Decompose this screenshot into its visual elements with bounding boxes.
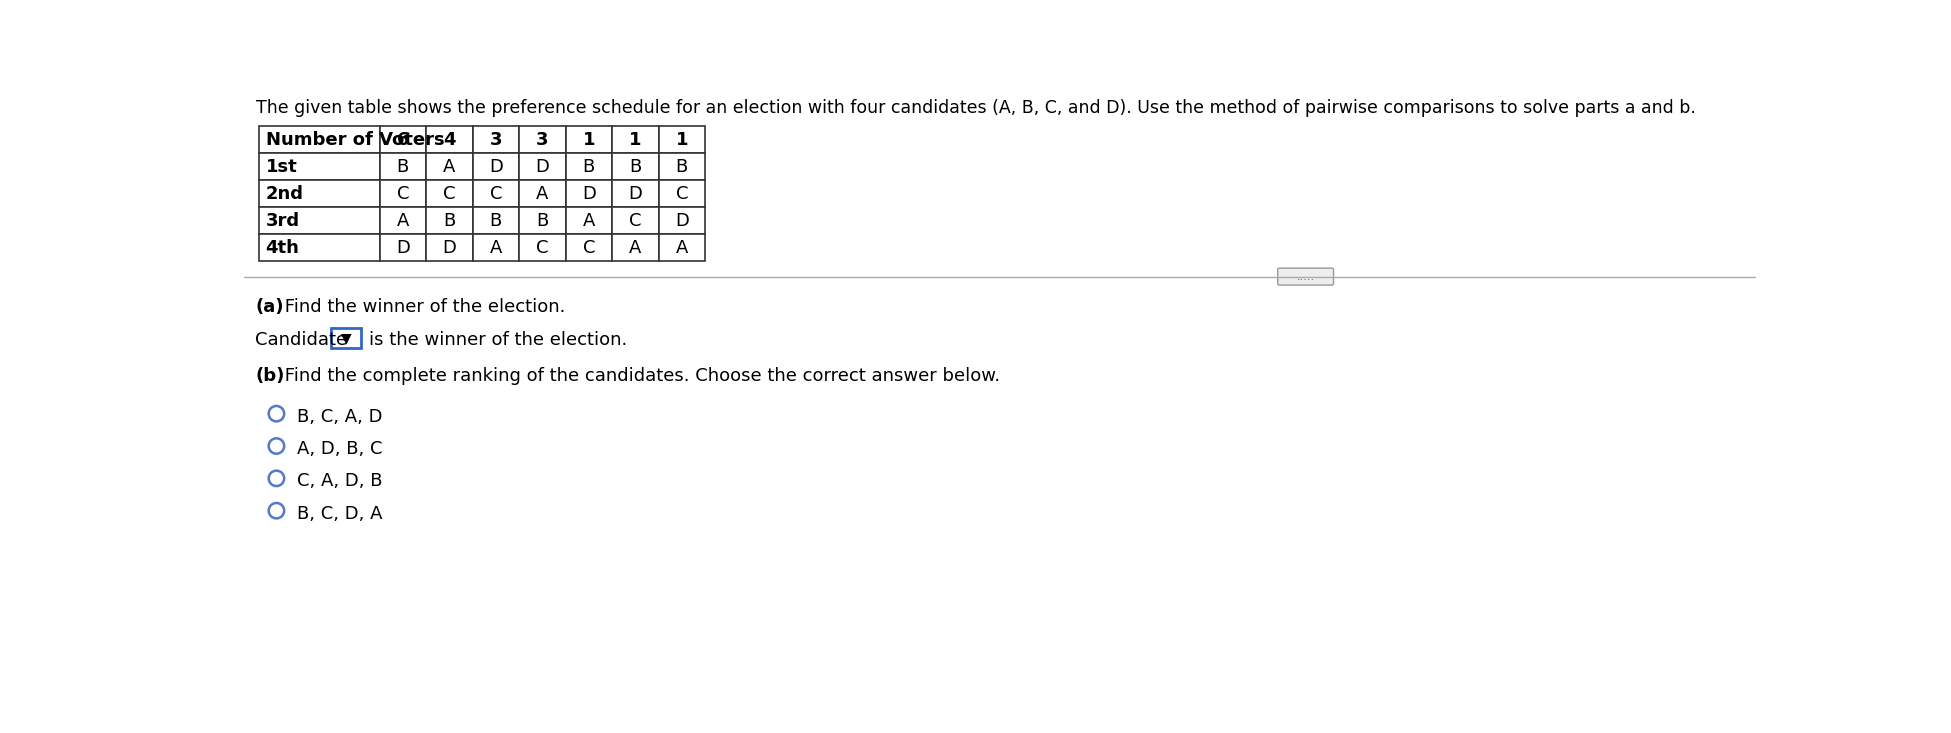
Bar (519, 235, 566, 261)
Text: B, C, D, A: B, C, D, A (297, 504, 382, 523)
Text: D: D (396, 239, 410, 257)
Bar (659, 235, 704, 261)
Bar (380, 153, 425, 180)
Text: 3: 3 (490, 131, 501, 149)
Bar (472, 180, 519, 207)
Text: 3rd: 3rd (265, 212, 300, 229)
Bar (613, 127, 659, 153)
Circle shape (269, 438, 285, 454)
Circle shape (269, 503, 285, 518)
Bar (519, 127, 566, 153)
Text: C: C (628, 212, 642, 229)
Text: B: B (490, 212, 501, 229)
Bar (519, 207, 566, 235)
Bar (659, 207, 704, 235)
Text: A, D, B, C: A, D, B, C (297, 440, 382, 458)
Bar (380, 235, 425, 261)
Text: 3: 3 (537, 131, 548, 149)
Bar (259, 127, 380, 153)
Bar (519, 180, 566, 207)
Text: C: C (675, 185, 689, 203)
Text: A: A (583, 212, 595, 229)
Text: B: B (443, 212, 455, 229)
Text: B: B (583, 158, 595, 176)
Bar (472, 235, 519, 261)
Text: .....: ..... (1297, 272, 1315, 281)
Text: B: B (628, 158, 642, 176)
Text: A: A (628, 239, 642, 257)
Bar (659, 127, 704, 153)
Bar (519, 153, 566, 180)
Circle shape (269, 406, 285, 421)
Bar (472, 153, 519, 180)
Circle shape (269, 471, 285, 486)
Text: 6: 6 (396, 131, 410, 149)
Text: A: A (675, 239, 689, 257)
Bar (659, 153, 704, 180)
Bar (659, 180, 704, 207)
Text: 1st: 1st (265, 158, 297, 176)
Text: A: A (490, 239, 501, 257)
FancyBboxPatch shape (1278, 268, 1334, 285)
Text: D: D (581, 185, 595, 203)
Text: is the winner of the election.: is the winner of the election. (369, 331, 626, 348)
Text: D: D (490, 158, 503, 176)
Text: D: D (675, 212, 689, 229)
Bar (380, 207, 425, 235)
Bar (425, 207, 472, 235)
Bar (472, 127, 519, 153)
Text: D: D (628, 185, 642, 203)
Text: 1: 1 (628, 131, 642, 149)
Text: ▼: ▼ (341, 331, 351, 345)
Text: Candidate: Candidate (256, 331, 347, 348)
Text: Number of Voters: Number of Voters (265, 131, 445, 149)
Bar (566, 235, 613, 261)
Text: C: C (443, 185, 455, 203)
Text: C: C (490, 185, 501, 203)
Text: C: C (583, 239, 595, 257)
Text: D: D (535, 158, 548, 176)
Text: B, C, A, D: B, C, A, D (297, 408, 382, 426)
Text: 4th: 4th (265, 239, 299, 257)
Bar (259, 180, 380, 207)
Bar (425, 153, 472, 180)
Bar (613, 207, 659, 235)
Text: B: B (396, 158, 410, 176)
Bar (613, 153, 659, 180)
Bar (566, 153, 613, 180)
Bar (566, 207, 613, 235)
Bar (380, 180, 425, 207)
Text: A: A (443, 158, 455, 176)
Bar (425, 180, 472, 207)
Bar (472, 207, 519, 235)
Bar (566, 180, 613, 207)
Text: 1: 1 (583, 131, 595, 149)
Bar (425, 235, 472, 261)
Text: 4: 4 (443, 131, 455, 149)
Bar (613, 180, 659, 207)
Text: C: C (396, 185, 410, 203)
Text: (a): (a) (256, 298, 285, 316)
Bar (332, 328, 361, 348)
Bar (566, 127, 613, 153)
Text: 2nd: 2nd (265, 185, 304, 203)
Text: A: A (537, 185, 548, 203)
Bar (259, 207, 380, 235)
Text: A: A (396, 212, 410, 229)
Text: B: B (537, 212, 548, 229)
Text: D: D (443, 239, 457, 257)
Text: 1: 1 (675, 131, 689, 149)
Bar (425, 127, 472, 153)
Bar (259, 235, 380, 261)
Text: The given table shows the preference schedule for an election with four candidat: The given table shows the preference sch… (256, 99, 1695, 117)
Text: C, A, D, B: C, A, D, B (297, 472, 382, 490)
Text: Find the winner of the election.: Find the winner of the election. (279, 298, 566, 316)
Text: (b): (b) (256, 367, 285, 386)
Bar (259, 153, 380, 180)
Bar (613, 235, 659, 261)
Text: B: B (675, 158, 689, 176)
Text: Find the complete ranking of the candidates. Choose the correct answer below.: Find the complete ranking of the candida… (279, 367, 999, 386)
Bar (380, 127, 425, 153)
Text: C: C (537, 239, 548, 257)
